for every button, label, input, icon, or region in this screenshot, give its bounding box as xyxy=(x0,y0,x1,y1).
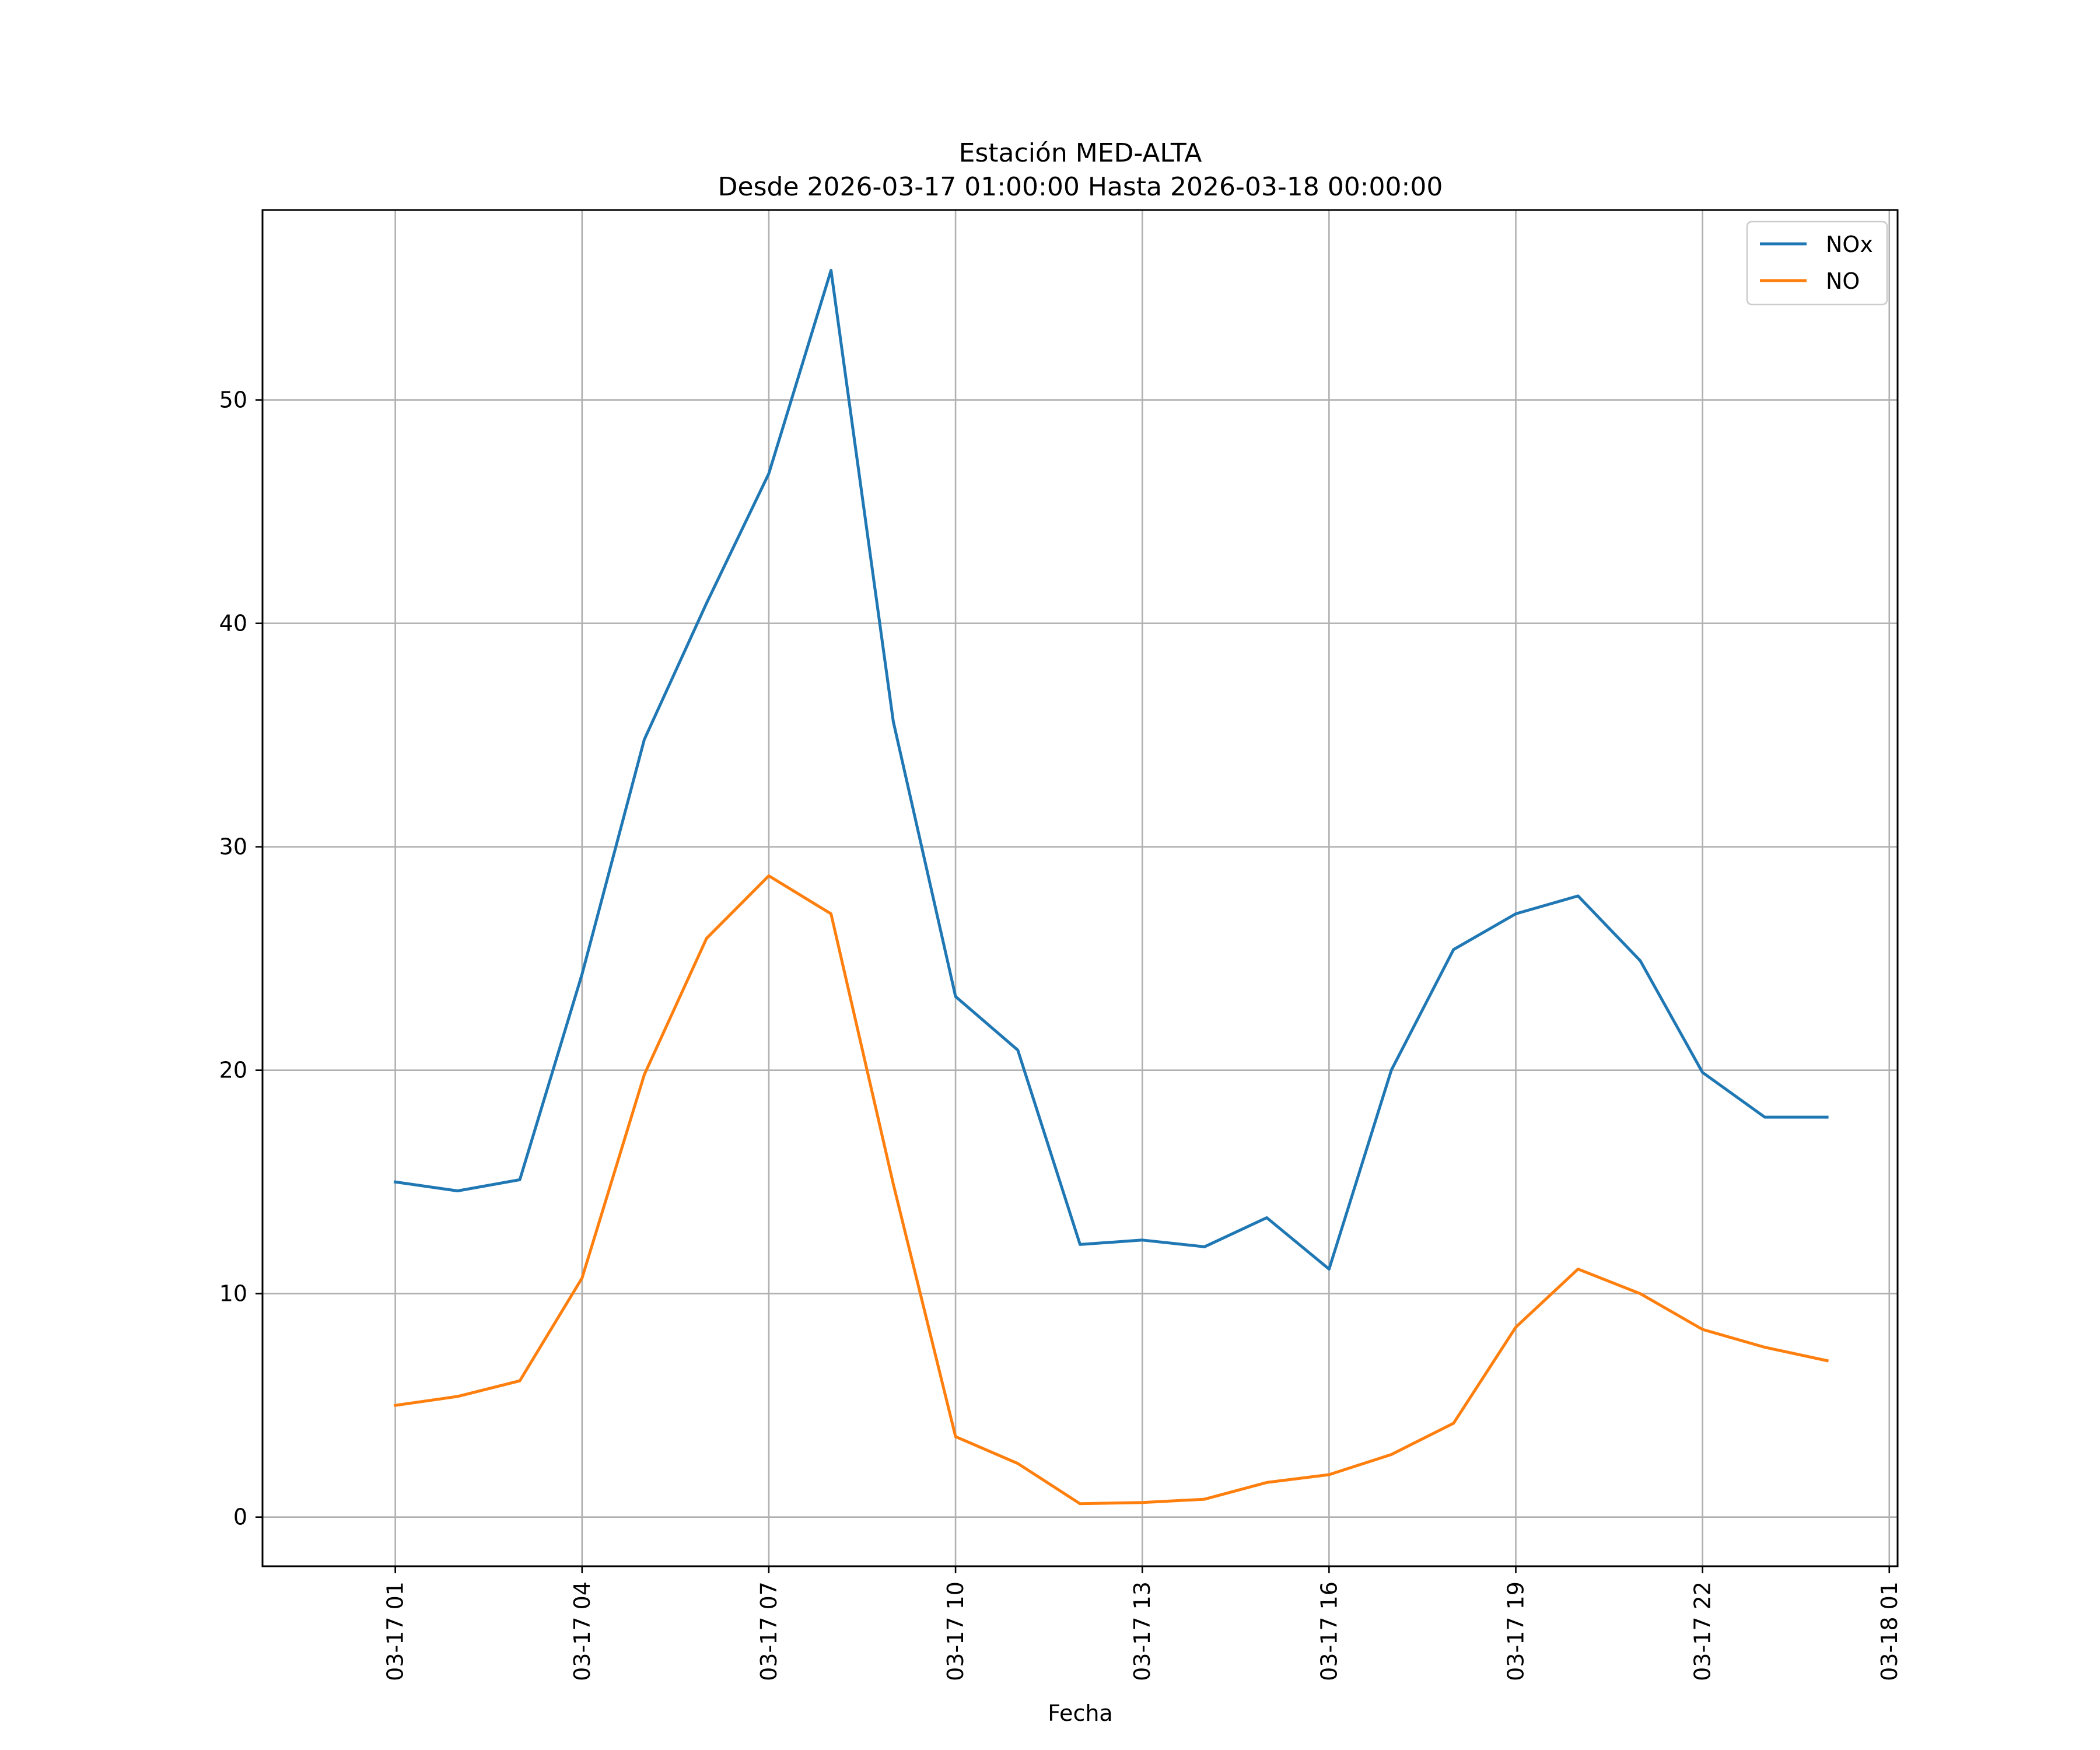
series-line-nox xyxy=(393,268,1829,1271)
x-tick-label: 03-17 07 xyxy=(756,1581,782,1681)
y-tick-label: 40 xyxy=(219,611,247,636)
y-tick-label: 20 xyxy=(219,1058,247,1083)
x-tick-label: 03-18 01 xyxy=(1877,1581,1902,1681)
chart-subtitle: Desde 2026-03-17 01:00:00 Hasta 2026-03-… xyxy=(718,172,1443,202)
x-tick-label: 03-17 16 xyxy=(1316,1581,1342,1681)
x-tick-label: 03-17 22 xyxy=(1690,1581,1716,1681)
y-tick-label: 50 xyxy=(219,387,247,413)
x-axis-ticks: 03-17 01 03-17 04 03-17 07 03-17 10 03-17 13… xyxy=(383,1566,1902,1681)
plot-area-frame xyxy=(261,209,1899,1567)
grid-lines xyxy=(262,210,1898,1566)
x-tick-label: 03-17 13 xyxy=(1129,1581,1155,1681)
y-tick-label: 10 xyxy=(219,1281,247,1307)
series-line-no xyxy=(393,874,1829,1506)
legend-label-no: NO xyxy=(1826,268,1860,294)
y-axis-ticks: 0 10 20 30 40 50 xyxy=(219,387,262,1530)
y-tick-label: 0 xyxy=(233,1504,247,1530)
x-tick-label: 03-17 04 xyxy=(569,1581,595,1681)
x-axis-label: Fecha xyxy=(1048,1700,1112,1726)
legend: NOx NO xyxy=(1746,220,1888,306)
legend-label-nox: NOx xyxy=(1826,232,1873,257)
x-tick-label: 03-17 10 xyxy=(943,1581,968,1681)
x-tick-label: 03-17 19 xyxy=(1503,1581,1528,1681)
y-tick-label: 30 xyxy=(219,834,247,860)
chart-title: Estación MED-ALTA xyxy=(959,138,1202,168)
series-lines xyxy=(393,268,1829,1506)
x-tick-label: 03-17 01 xyxy=(383,1581,408,1681)
